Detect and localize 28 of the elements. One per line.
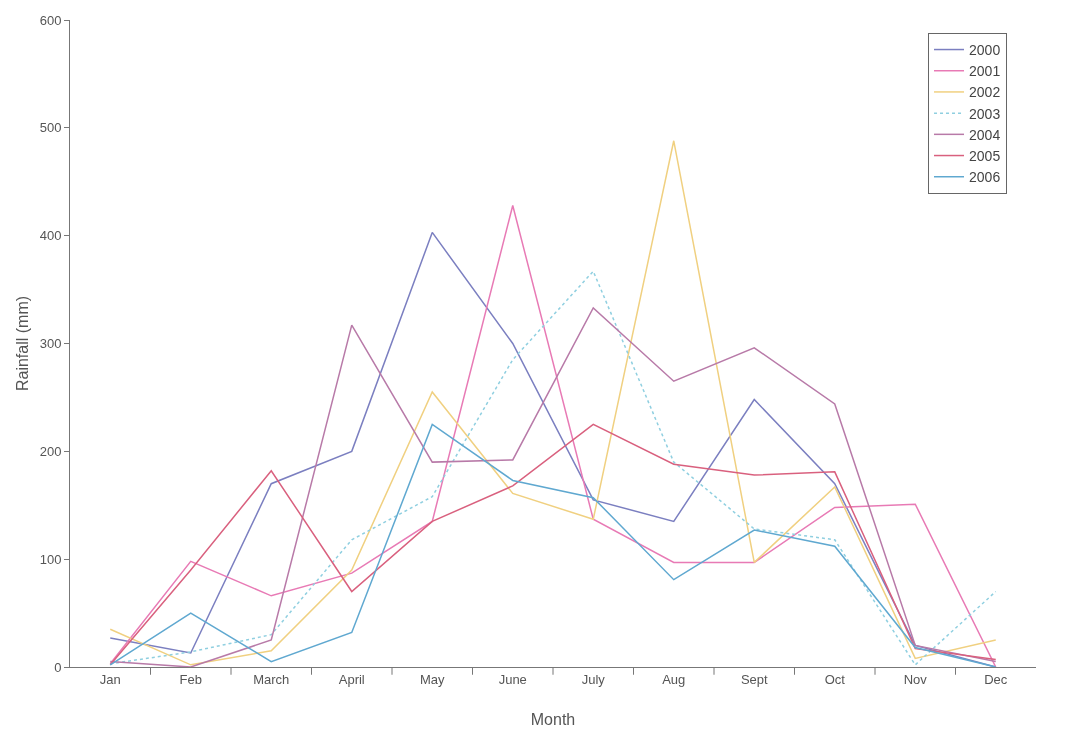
y-tick-label: 600 [39,12,62,28]
legend-label: 2003 [969,105,1001,122]
y-tick-label: 100 [39,551,62,567]
legend-label: 2002 [969,84,1001,101]
x-tick-label: Nov [903,671,928,687]
x-tick-label: June [498,671,527,687]
y-tick-label: 500 [39,120,62,136]
x-axis-title: Month [530,711,576,728]
x-tick-label: Aug [662,671,686,687]
x-tick-label: Oct [824,671,846,687]
legend-label: 2006 [969,169,1001,186]
x-tick-label: Jan [99,671,121,687]
x-tick-label: Sept [740,671,769,687]
x-tick-label: April [338,671,365,687]
x-tick-label: July [581,671,606,687]
legend-label: 2000 [969,42,1001,58]
x-tick-label: Feb [179,671,202,687]
y-tick-label: 0 [54,659,62,675]
y-axis-title: Rainfall (mm) [14,295,31,392]
y-tick-label: 200 [39,443,62,459]
x-tick-label: May [419,671,446,687]
x-tick-label: Dec [984,671,1008,687]
y-tick-label: 400 [39,228,62,244]
legend-label: 2001 [969,63,1001,80]
x-tick-label: March [253,671,290,687]
legend-label: 2004 [969,126,1001,143]
y-tick-label: 300 [39,336,62,352]
legend-label: 2005 [969,148,1001,164]
